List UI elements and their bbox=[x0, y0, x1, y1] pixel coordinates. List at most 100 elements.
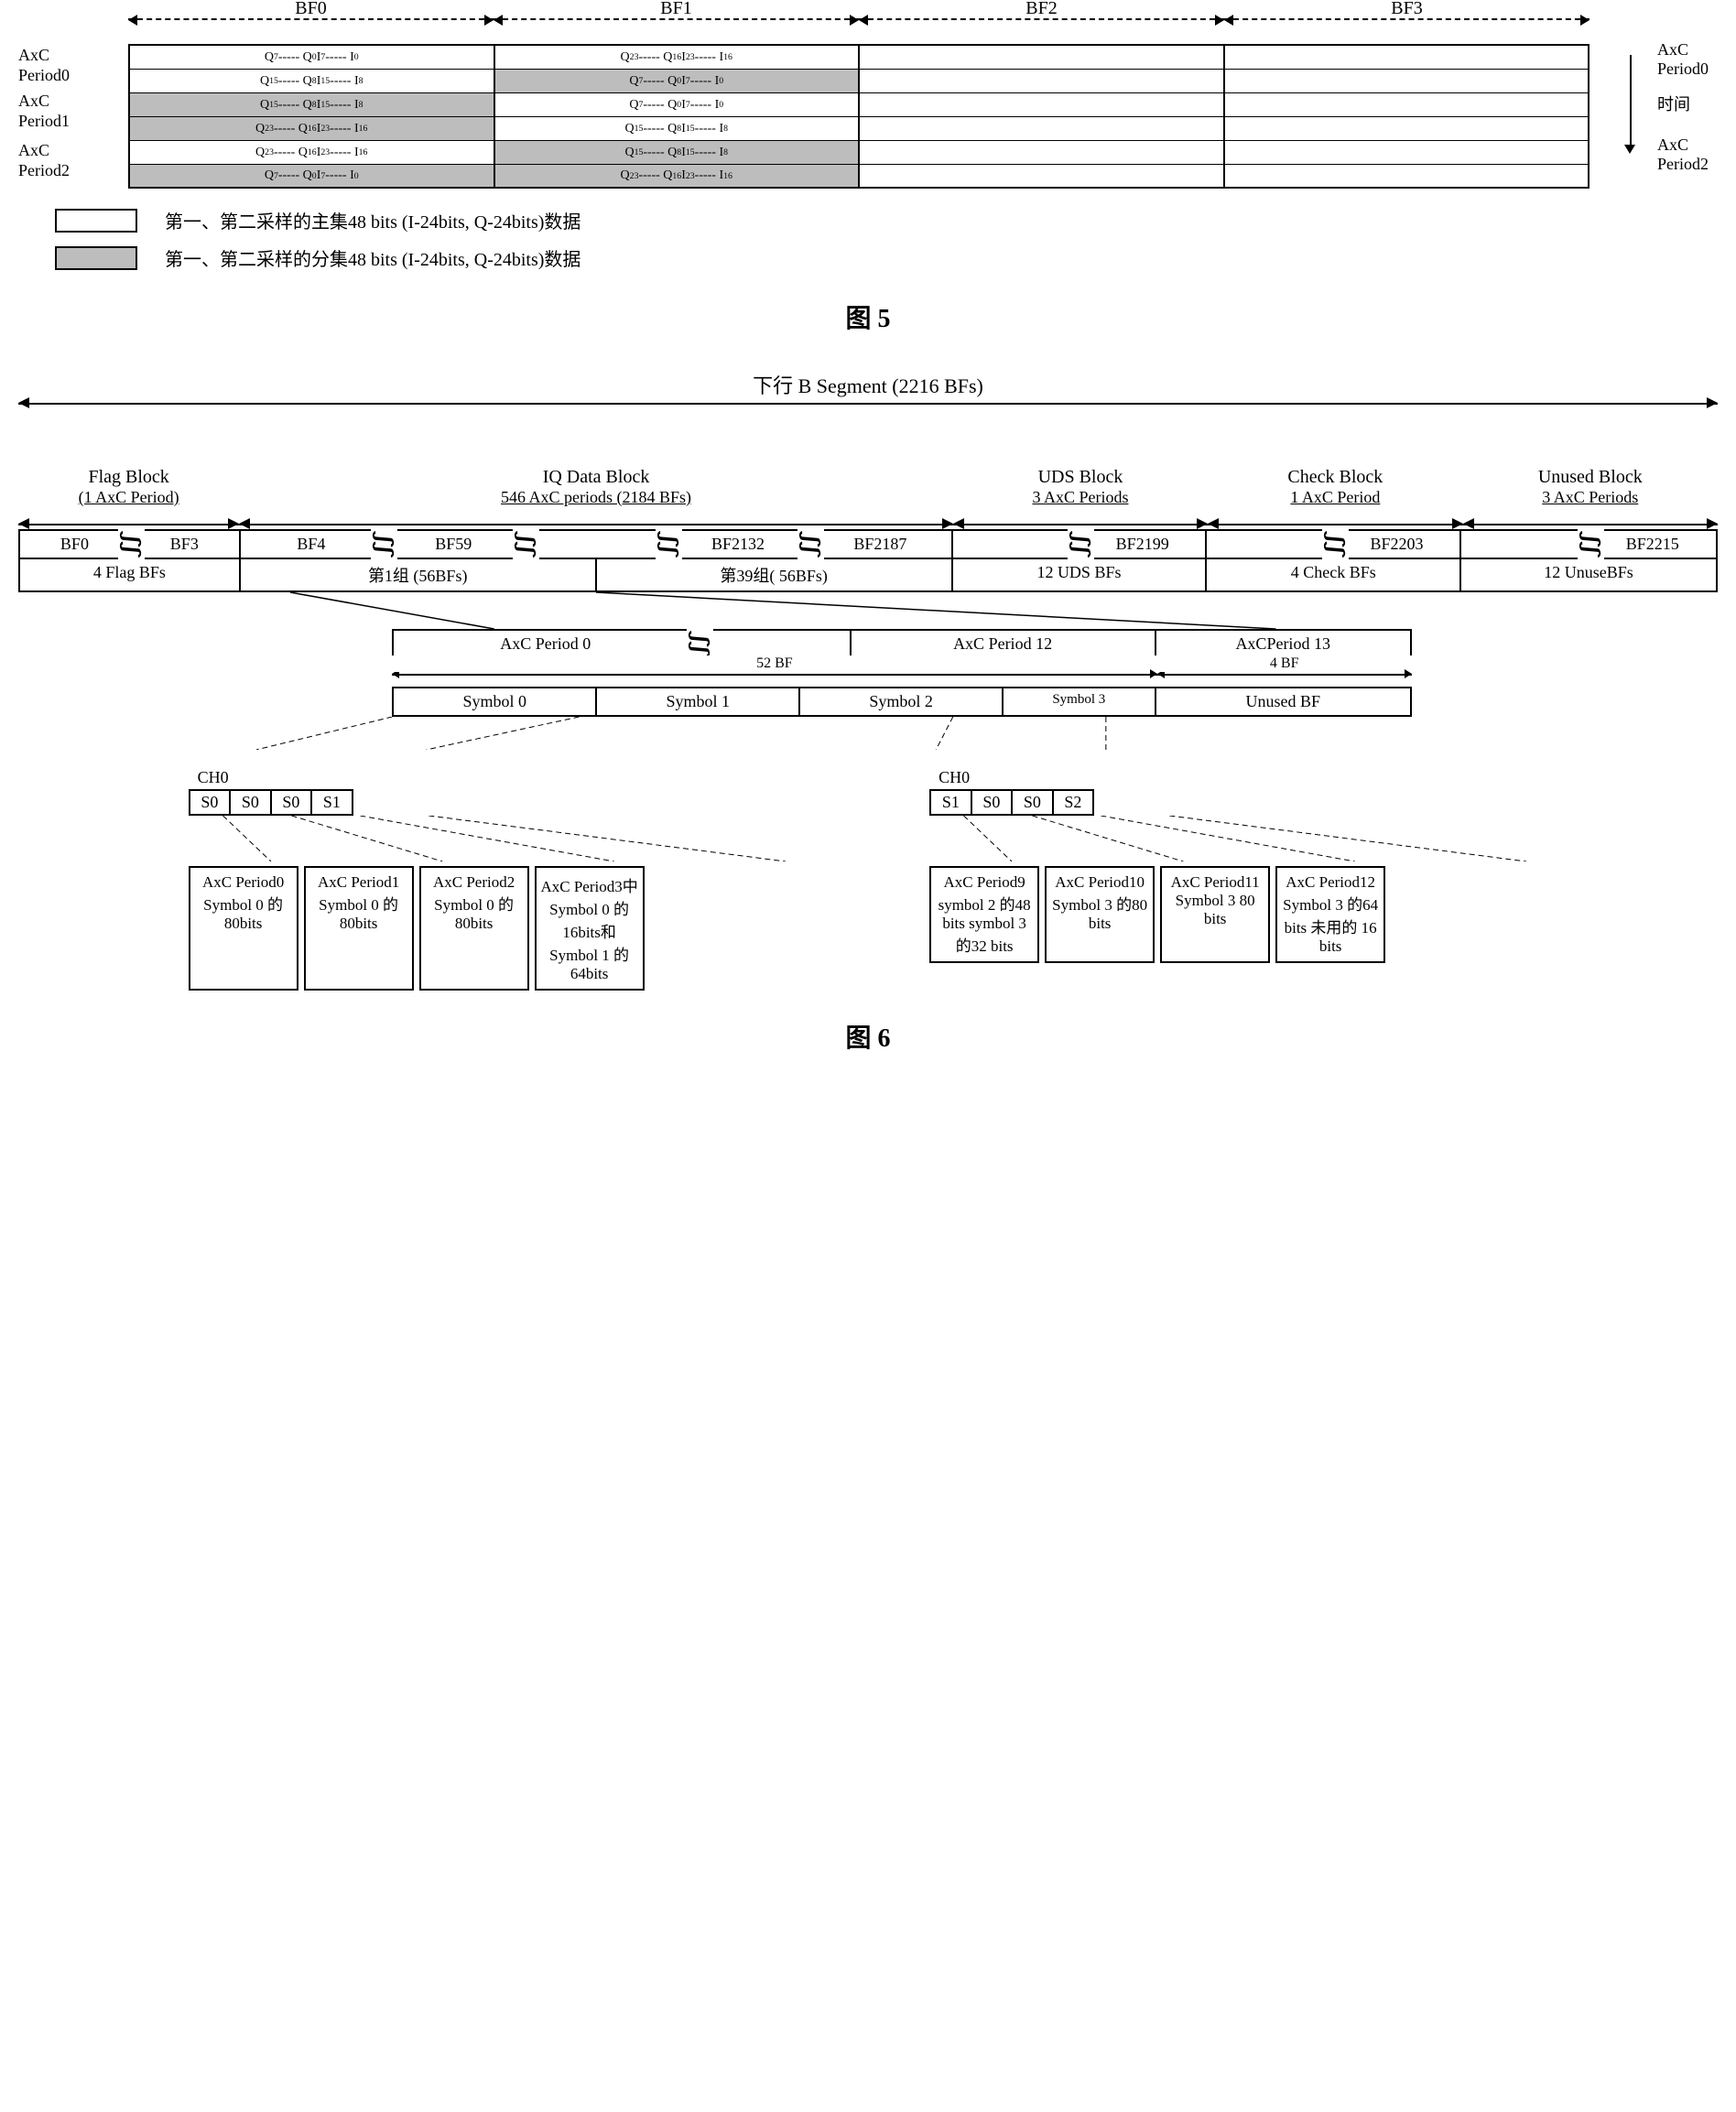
period-arrow-row: 52 BF4 BF bbox=[392, 659, 1412, 687]
ch-cells-row: S1S0S0S2 bbox=[929, 789, 1094, 816]
fig5-cell bbox=[1225, 93, 1590, 117]
ch-cell: S1 bbox=[312, 791, 352, 814]
bf-cell: BF59 bbox=[383, 531, 525, 558]
bf-cell: BF2199 bbox=[1080, 531, 1205, 558]
block-title: Unused Block bbox=[1538, 467, 1643, 488]
detail-box: AxC Period1 Symbol 0 的80bits bbox=[304, 866, 414, 991]
bf-cell: BF0 bbox=[20, 531, 130, 558]
block-subtitle: 1 AxC Period bbox=[1290, 488, 1380, 507]
ch-cell: S0 bbox=[272, 791, 313, 814]
block-header: Flag Block (1 AxC Period) bbox=[18, 445, 239, 529]
legend-row: 第一、第二采样的主集48 bits (I-24bits, Q-24bits)数据 bbox=[55, 207, 1718, 233]
ch-cells-row: S0S0S0S1 bbox=[189, 789, 353, 816]
bf-span-arrow: 52 BF bbox=[392, 659, 1156, 687]
fig5-cell: Q23 ----- Q16 I23 ----- I16 bbox=[495, 165, 861, 189]
figure-5: BF0 BF1 BF2 BF3 Q7 ----- Q0 I7 ----- I0Q… bbox=[18, 18, 1718, 335]
ch-cell: S2 bbox=[1054, 791, 1093, 814]
fig5-cell bbox=[1225, 117, 1590, 141]
desc-cell: 4 Flag BFs bbox=[20, 559, 241, 590]
fig6-caption: 图 6 bbox=[18, 1018, 1718, 1055]
bf-cell: BF2187 bbox=[809, 531, 950, 558]
detail-box: AxC Period11 Symbol 3 80 bits bbox=[1160, 866, 1270, 963]
fig5-cell bbox=[860, 93, 1225, 117]
bf-header: BF3 bbox=[1224, 18, 1590, 44]
fig5-cell: Q7 ----- Q0 I7 ----- I0 bbox=[130, 165, 495, 189]
fig5-cell: Q23 ----- Q16 I23 ----- I16 bbox=[130, 117, 495, 141]
desc-cell: 12 UnuseBFs bbox=[1461, 559, 1716, 590]
ch-connector-svg bbox=[189, 816, 875, 861]
fig6-top-title: 下行 B Segment (2216 BFs) bbox=[18, 370, 1718, 399]
detail-box: AxC Period2 Symbol 0 的80bits bbox=[419, 866, 529, 991]
period-cell bbox=[699, 631, 851, 657]
legend-text: 第一、第二采样的主集48 bits (I-24bits, Q-24bits)数据 bbox=[165, 207, 580, 233]
fig6-ch-groups: CH0S0S0S0S1AxC Period0 Symbol 0 的80bitsA… bbox=[189, 768, 1616, 991]
detail-box: AxC Period0 Symbol 0 的80bits bbox=[189, 866, 298, 991]
fig5-cell: Q15 ----- Q8 I15 ----- I8 bbox=[495, 141, 861, 165]
fig5-cell bbox=[860, 117, 1225, 141]
detail-boxes: AxC Period0 Symbol 0 的80bitsAxC Period1 … bbox=[189, 866, 875, 991]
symbol-cell: Symbol 2 bbox=[800, 688, 1004, 715]
bf-cell bbox=[953, 531, 1080, 558]
fig5-cell: Q23 ----- Q16 I23 ----- I16 bbox=[130, 141, 495, 165]
ch-cell: S0 bbox=[972, 791, 1014, 814]
fig5-cell bbox=[860, 165, 1225, 189]
fig5-data-grid: Q7 ----- Q0 I7 ----- I0Q23 ----- Q16 I23… bbox=[128, 44, 1590, 189]
fig5-cell bbox=[860, 70, 1225, 93]
legend-swatch-shaded bbox=[55, 246, 137, 270]
ch-group: CH0S1S0S0S2AxC Period9 symbol 2 的48 bits… bbox=[929, 768, 1616, 991]
fig5-cell bbox=[1225, 165, 1590, 189]
block-title: Flag Block bbox=[88, 467, 168, 488]
ch-connector-svg bbox=[929, 816, 1616, 861]
bf-span-arrow: 4 BF bbox=[1157, 659, 1412, 687]
fig6-block-headers: Flag Block (1 AxC Period) IQ Data Block … bbox=[18, 445, 1718, 529]
block-subtitle: 546 AxC periods (2184 BFs) bbox=[501, 488, 691, 507]
fig5-cell: Q7 ----- Q0 I7 ----- I0 bbox=[130, 46, 495, 70]
period-cell: AxCPeriod 13 bbox=[1156, 631, 1410, 657]
bf-cell bbox=[1207, 531, 1333, 558]
connector-svg-2 bbox=[18, 717, 1718, 750]
bf-cell bbox=[1461, 531, 1589, 558]
block-header: UDS Block 3 AxC Periods bbox=[953, 445, 1208, 529]
bf-header: BF1 bbox=[494, 18, 859, 44]
detail-box: AxC Period12 Symbol 3 的64 bits 未用的 16 bi… bbox=[1275, 866, 1385, 963]
fig5-cell: Q23 ----- Q16 I23 ----- I16 bbox=[495, 46, 861, 70]
ch-cell: S0 bbox=[190, 791, 232, 814]
fig5-cell bbox=[860, 46, 1225, 70]
detail-box: AxC Period10 Symbol 3 的80 bits bbox=[1045, 866, 1155, 963]
detail-box: AxC Period9 symbol 2 的48 bits symbol 3 的… bbox=[929, 866, 1039, 963]
period-cell: AxC Period 12 bbox=[852, 631, 1156, 657]
desc-cell: 12 UDS BFs bbox=[953, 559, 1208, 590]
figure-6: 下行 B Segment (2216 BFs) Flag Block (1 Ax… bbox=[18, 390, 1718, 1055]
fig5-cell: Q15 ----- Q8 I15 ----- I8 bbox=[130, 93, 495, 117]
bf-cell: BF3 bbox=[130, 531, 239, 558]
fig5-cell bbox=[1225, 141, 1590, 165]
fig5-cell: Q15 ----- Q8 I15 ----- I8 bbox=[130, 70, 495, 93]
fig5-cell: Q7 ----- Q0 I7 ----- I0 bbox=[495, 70, 861, 93]
desc-cell: 第1组 (56BFs) bbox=[241, 559, 597, 590]
fig5-cell: Q15 ----- Q8 I15 ----- I8 bbox=[495, 117, 861, 141]
fig6-bf-row: BF0BF3BF4BF59BF2132BF2187BF2199BF2203BF2… bbox=[18, 529, 1718, 558]
ch-group: CH0S0S0S0S1AxC Period0 Symbol 0 的80bitsA… bbox=[189, 768, 875, 991]
fig5-legend: 第一、第二采样的主集48 bits (I-24bits, Q-24bits)数据… bbox=[55, 207, 1718, 271]
fig5-cell bbox=[1225, 70, 1590, 93]
period-cell: AxC Period 0 bbox=[394, 631, 699, 657]
legend-text: 第一、第二采样的分集48 bits (I-24bits, Q-24bits)数据 bbox=[165, 244, 580, 271]
fig6-period-block: AxC Period 0 AxC Period 12AxCPeriod 13 52… bbox=[392, 629, 1412, 717]
desc-cell: 4 Check BFs bbox=[1207, 559, 1461, 590]
bf-cell: BF2132 bbox=[667, 531, 809, 558]
symbol-cell: Symbol 0 bbox=[394, 688, 597, 715]
fig5-cell bbox=[860, 141, 1225, 165]
block-title: Check Block bbox=[1287, 467, 1383, 488]
legend-row: 第一、第二采样的分集48 bits (I-24bits, Q-24bits)数据 bbox=[55, 244, 1718, 271]
bf-cell: BF4 bbox=[241, 531, 383, 558]
symbol-row: Symbol 0Symbol 1Symbol 2Symbol 3Unused B… bbox=[392, 687, 1412, 717]
bf-header: BF0 bbox=[128, 18, 494, 44]
desc-cell: 第39组( 56BFs) bbox=[597, 559, 953, 590]
block-subtitle: 3 AxC Periods bbox=[1542, 488, 1638, 507]
block-header: Check Block 1 AxC Period bbox=[1208, 445, 1462, 529]
ch-cell: S0 bbox=[231, 791, 272, 814]
legend-swatch bbox=[55, 209, 137, 233]
fig5-cell bbox=[1225, 46, 1590, 70]
bf-cell: BF2215 bbox=[1590, 531, 1716, 558]
detail-box: AxC Period3中 Symbol 0 的16bits和 Symbol 1 … bbox=[535, 866, 645, 991]
